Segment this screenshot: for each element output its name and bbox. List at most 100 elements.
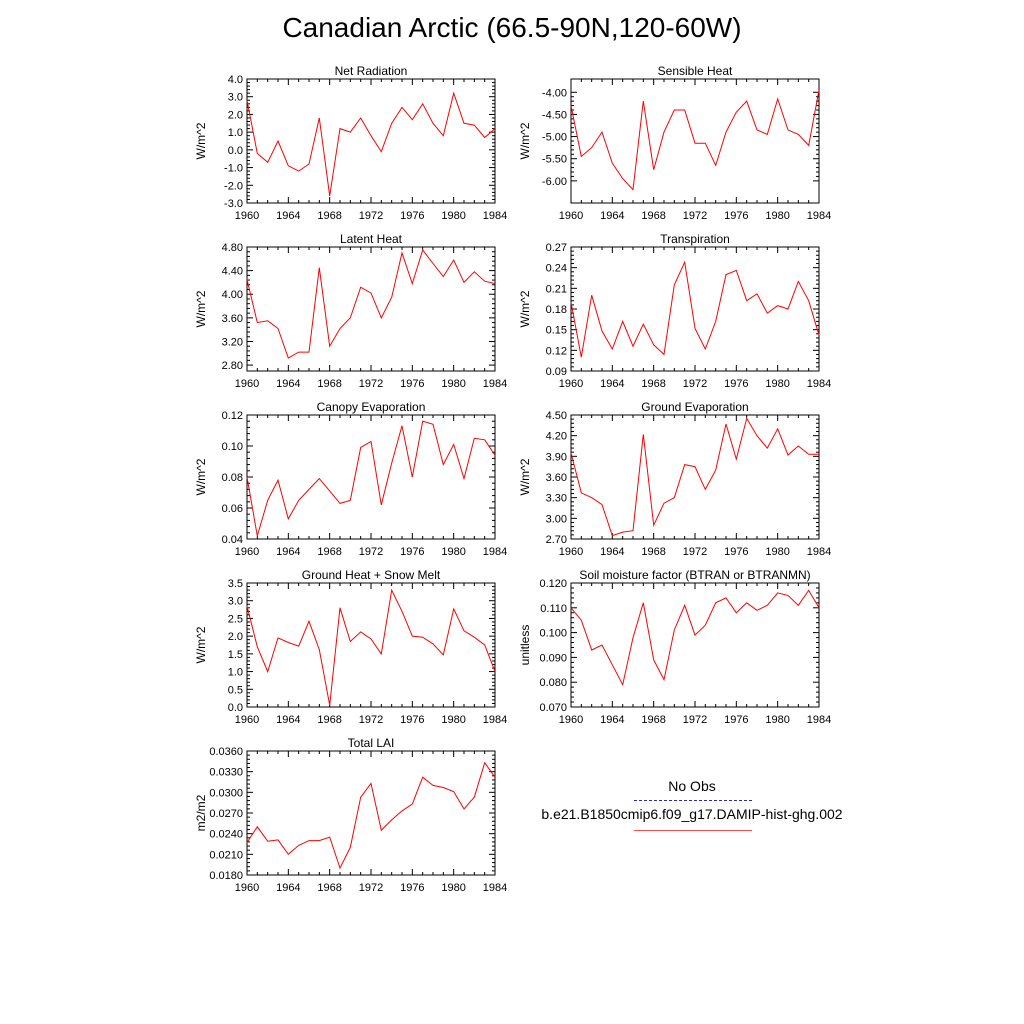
x-tick-label: 1968 [641, 378, 665, 390]
x-tick-label: 1984 [807, 546, 831, 558]
y-tick-label: 0.090 [539, 652, 567, 664]
y-tick-label: -2.0 [224, 180, 243, 192]
y-tick-label: 0.100 [539, 628, 567, 640]
x-tick-label: 1968 [641, 210, 665, 222]
panel-title: Latent Heat [340, 232, 403, 246]
y-tick-label: 4.20 [546, 431, 567, 443]
x-tick-label: 1960 [559, 714, 583, 726]
y-tick-label: 2.80 [222, 360, 243, 372]
x-tick-label: 1964 [600, 210, 624, 222]
x-tick-label: 1980 [765, 714, 789, 726]
x-tick-label: 1968 [317, 882, 341, 894]
x-tick-label: 1960 [235, 546, 259, 558]
panel-1: Net Radiation W/m^2 -3.0 -2.0 -1.0 0.0 1.0 2.0 3… [194, 64, 507, 222]
x-tick-label: 1972 [359, 210, 383, 222]
plot-frame [246, 246, 496, 372]
panel-title: Net Radiation [335, 64, 408, 78]
x-tick-label: 1972 [683, 546, 707, 558]
y-tick-label: 0.0330 [209, 767, 243, 779]
legend-model-line [634, 830, 752, 831]
x-tick-label: 1976 [400, 882, 424, 894]
x-tick-label: 1976 [400, 714, 424, 726]
y-tick-label: 0.08 [222, 472, 243, 484]
x-tick-label: 1984 [807, 210, 831, 222]
panel-title: Sensible Heat [658, 64, 733, 78]
x-tick-label: 1984 [483, 210, 507, 222]
x-tick-label: 1976 [724, 546, 748, 558]
y-tick-label: 2.70 [546, 534, 567, 546]
y-axis-label: m2/m2 [194, 794, 208, 831]
x-tick-label: 1984 [483, 378, 507, 390]
x-tick-label: 1968 [317, 546, 341, 558]
plot-frame [570, 582, 820, 708]
series-line [570, 260, 820, 358]
y-tick-label: 0.080 [539, 677, 567, 689]
x-tick-label: 1984 [483, 546, 507, 558]
y-tick-label: 0.06 [222, 503, 243, 515]
y-tick-label: 0.0270 [209, 808, 243, 820]
x-tick-label: 1972 [359, 714, 383, 726]
x-tick-label: 1972 [359, 378, 383, 390]
y-tick-label: 4.50 [546, 410, 567, 422]
y-tick-label: 0.5 [228, 684, 243, 696]
y-tick-label: -1.0 [224, 163, 243, 175]
x-tick-label: 1980 [441, 546, 465, 558]
y-tick-label: -5.50 [542, 154, 567, 166]
plot-frame [246, 414, 496, 540]
y-axis-label: W/m^2 [518, 122, 532, 159]
y-tick-label: 0.12 [546, 345, 567, 357]
plot-frame [246, 78, 496, 204]
y-tick-label: 0.18 [546, 304, 567, 316]
y-tick-label: 0.0240 [209, 829, 243, 841]
y-axis-label: W/m^2 [518, 290, 532, 327]
series-line [570, 589, 820, 687]
panel-9: Total LAI m2/m2 0.0180 0.0210 0.0240 0.0270 0.… [194, 736, 507, 894]
y-tick-label: 0.15 [546, 325, 567, 337]
y-tick-label: 0.120 [539, 578, 567, 590]
series-line [570, 417, 819, 537]
x-tick-label: 1968 [317, 378, 341, 390]
plot-frame [246, 582, 496, 708]
x-tick-label: 1972 [683, 378, 707, 390]
y-tick-label: 0.0 [228, 702, 243, 714]
x-tick-label: 1968 [641, 546, 665, 558]
series-line [246, 248, 496, 359]
x-tick-label: 1960 [559, 210, 583, 222]
legend-obs-label: No Obs [668, 778, 716, 794]
x-tick-label: 1972 [359, 546, 383, 558]
x-tick-label: 1980 [441, 210, 465, 222]
y-tick-label: -4.00 [542, 87, 567, 99]
x-tick-label: 1984 [807, 378, 831, 390]
plot-frame [246, 750, 496, 876]
x-tick-label: 1960 [235, 714, 259, 726]
y-axis-label: W/m^2 [194, 626, 208, 663]
x-tick-label: 1968 [317, 714, 341, 726]
x-tick-label: 1960 [235, 378, 259, 390]
y-tick-label: -4.50 [542, 109, 567, 121]
x-tick-label: 1964 [276, 378, 300, 390]
y-tick-label: 4.0 [228, 74, 243, 86]
y-tick-label: 3.90 [546, 451, 567, 463]
x-tick-label: 1984 [807, 714, 831, 726]
y-tick-label: 3.30 [546, 493, 567, 505]
x-tick-label: 1964 [276, 882, 300, 894]
panel-3: Latent Heat W/m^2 2.80 3.20 3.60 4.00 4.40 4.80… [194, 232, 507, 390]
x-tick-label: 1976 [724, 210, 748, 222]
panel-title: Transpiration [660, 232, 730, 246]
y-tick-label: 1.0 [228, 667, 243, 679]
y-tick-label: 4.80 [222, 242, 243, 254]
y-tick-label: 1.0 [228, 127, 243, 139]
x-tick-label: 1968 [317, 210, 341, 222]
panel-7: Ground Heat + Snow Melt W/m^2 0.0 0.5 1.0 1.5… [194, 568, 507, 726]
x-tick-label: 1980 [441, 714, 465, 726]
x-tick-label: 1976 [400, 546, 424, 558]
x-tick-label: 1964 [600, 546, 624, 558]
y-tick-label: 3.0 [228, 92, 243, 104]
x-tick-label: 1976 [400, 210, 424, 222]
x-tick-label: 1980 [765, 378, 789, 390]
x-tick-label: 1972 [683, 210, 707, 222]
y-axis-label: W/m^2 [194, 290, 208, 327]
y-tick-label: 3.60 [546, 472, 567, 484]
series-line [246, 91, 496, 196]
series-line [246, 420, 496, 537]
